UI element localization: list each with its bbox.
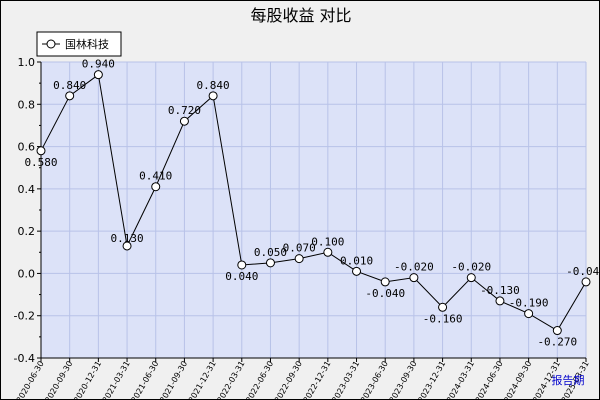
x-tick-label: 2020-06-30 xyxy=(15,360,46,400)
data-label: 0.130 xyxy=(110,232,143,245)
data-point-marker[interactable] xyxy=(581,277,591,287)
x-tick-label: 2022-06-30 xyxy=(244,360,275,400)
data-point-marker[interactable] xyxy=(237,260,247,270)
data-point-marker[interactable] xyxy=(352,266,362,276)
data-point-marker[interactable] xyxy=(323,247,333,257)
data-label: -0.270 xyxy=(537,336,577,349)
x-tick-label: 2021-12-31 xyxy=(187,360,218,400)
data-point-marker[interactable] xyxy=(65,91,75,101)
y-tick-label: 0.8 xyxy=(18,98,36,111)
x-tick-label: 2021-09-30 xyxy=(158,360,189,400)
data-label: -0.040 xyxy=(566,265,599,278)
data-label: 0.010 xyxy=(340,254,373,267)
data-point-marker[interactable] xyxy=(265,258,275,268)
data-label: 0.840 xyxy=(53,79,86,92)
data-label: -0.040 xyxy=(365,287,405,300)
data-point-marker[interactable] xyxy=(294,254,304,264)
data-label: 0.050 xyxy=(254,246,287,259)
data-label: -0.020 xyxy=(451,261,491,274)
chart-title: 每股收益 对比 xyxy=(250,6,351,25)
data-point-marker[interactable] xyxy=(552,326,562,336)
data-point-marker[interactable] xyxy=(151,182,161,192)
data-label: 0.100 xyxy=(311,235,344,248)
x-tick-label: 2023-03-31 xyxy=(330,360,361,400)
y-tick-label: 0.6 xyxy=(18,141,36,154)
data-label: 0.410 xyxy=(139,170,172,183)
period-label[interactable]: 报告期 xyxy=(552,373,585,387)
data-labels: 0.580 0.840 0.940 0.130 0.410 0.720 0.840 0.040… xyxy=(24,58,599,349)
data-label: 0.720 xyxy=(168,104,201,117)
x-tick-label: 2024-03-31 xyxy=(445,360,476,399)
data-label: -0.190 xyxy=(509,297,549,310)
data-label: 0.840 xyxy=(197,79,230,92)
x-tick-label: 2023-12-31 xyxy=(416,360,447,400)
y-tick-label: 1.0 xyxy=(18,56,36,69)
data-point-marker[interactable] xyxy=(495,296,505,306)
x-tick-label: 2024-09-30 xyxy=(502,360,533,400)
data-point-marker[interactable] xyxy=(409,273,419,283)
x-tick-label: 2023-06-30 xyxy=(359,360,390,400)
y-tick-label: 0.0 xyxy=(18,267,36,280)
data-point-marker[interactable] xyxy=(93,70,103,80)
x-tick-label: 2022-12-31 xyxy=(302,360,333,400)
legend-entry-label: 国林科技 xyxy=(65,37,109,51)
legend[interactable]: 国林科技 xyxy=(36,31,122,57)
x-tick-label: 2022-09-30 xyxy=(273,360,304,400)
y-tick-label: 0.2 xyxy=(18,225,36,238)
data-label: 0.070 xyxy=(283,242,316,255)
data-label: -0.130 xyxy=(480,284,520,297)
y-axis-ticks: 1.0 0.8 0.6 0.4 0.2 0.0 -0.2 -0.4 xyxy=(14,56,41,365)
data-label: 0.940 xyxy=(82,58,115,71)
x-tick-label: 2020-09-30 xyxy=(43,360,74,400)
x-tick-label: 2020-12-31 xyxy=(72,360,103,400)
data-label: 0.580 xyxy=(24,156,57,169)
series-markers xyxy=(36,70,591,336)
data-point-marker[interactable] xyxy=(208,91,218,101)
x-tick-label: 2023-09-30 xyxy=(388,360,419,400)
y-tick-label: 0.4 xyxy=(18,183,36,196)
x-tick-label: 2021-06-30 xyxy=(129,360,160,400)
data-label: 0.040 xyxy=(225,270,258,283)
plot-area xyxy=(41,62,586,358)
x-axis-ticks: 2020-06-302020-09-302020-12-312021-03-31… xyxy=(15,358,591,399)
data-point-marker[interactable] xyxy=(36,146,46,156)
data-point-marker[interactable] xyxy=(380,277,390,287)
data-label: -0.020 xyxy=(394,261,434,274)
y-tick-label: -0.2 xyxy=(14,310,35,323)
data-point-marker[interactable] xyxy=(179,116,189,126)
y-tick-label: -0.4 xyxy=(14,352,35,365)
data-point-marker[interactable] xyxy=(466,273,476,283)
x-tick-label: 2024-06-30 xyxy=(474,360,505,399)
legend-marker-icon xyxy=(46,39,56,49)
series-line xyxy=(40,73,587,332)
data-point-marker[interactable] xyxy=(524,309,534,319)
data-point-marker[interactable] xyxy=(438,302,448,312)
data-label: -0.160 xyxy=(423,312,463,325)
x-tick-label: 2022-03-31 xyxy=(215,360,246,400)
data-point-marker[interactable] xyxy=(122,241,132,251)
x-tick-label: 2021-03-31 xyxy=(101,360,132,400)
